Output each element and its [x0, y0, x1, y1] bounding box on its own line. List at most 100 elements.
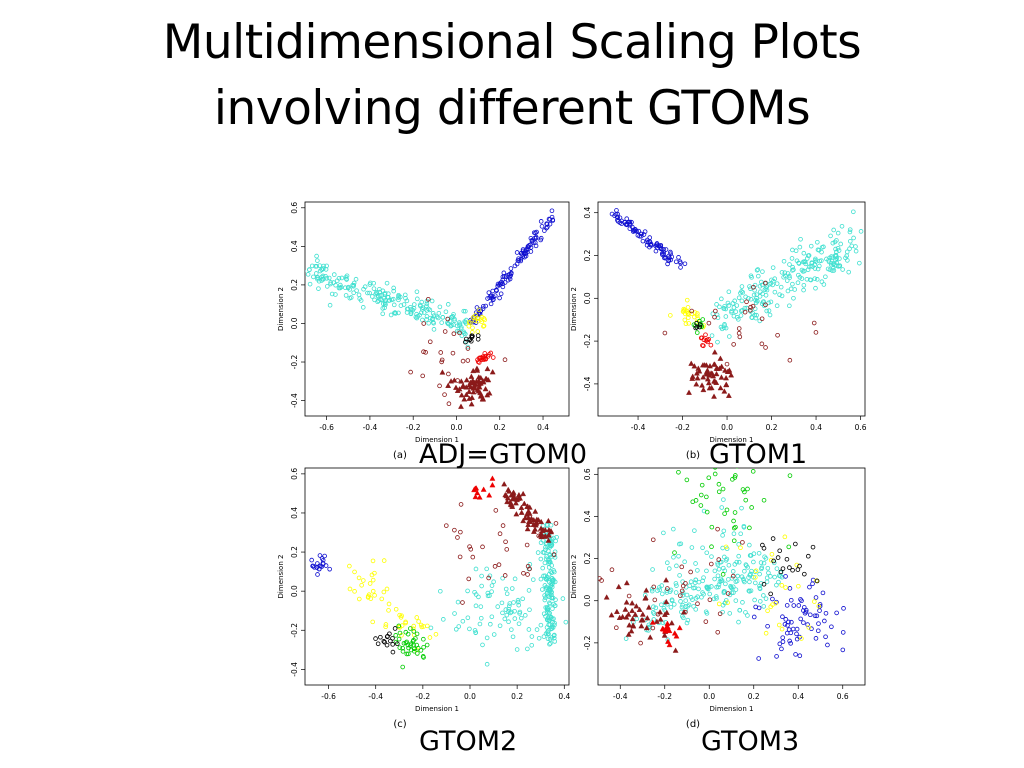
x-axis-label: Dimension 1 — [415, 436, 459, 444]
data-point-triangle — [711, 378, 718, 384]
data-point-circle — [426, 320, 431, 326]
data-point-triangle — [504, 498, 511, 505]
data-point-circle — [801, 250, 807, 256]
data-point-circle — [424, 301, 430, 307]
data-point-circle — [410, 626, 416, 632]
data-point-circle — [500, 523, 506, 528]
data-point-circle — [535, 550, 541, 555]
data-point-circle — [514, 647, 520, 652]
data-point-circle — [725, 300, 731, 306]
data-point-circle — [497, 623, 503, 629]
data-point-triangle — [653, 618, 660, 624]
data-point-circle — [410, 307, 416, 313]
data-point-circle — [390, 642, 396, 647]
data-point-circle — [489, 583, 495, 588]
data-point-circle — [466, 576, 472, 582]
data-point-circle — [488, 301, 494, 307]
data-point-circle — [634, 228, 639, 234]
data-point-circle — [661, 605, 667, 611]
data-point-circle — [615, 215, 621, 221]
data-point-circle — [375, 641, 381, 647]
data-point-triangle — [474, 489, 481, 496]
data-point-circle — [399, 613, 404, 619]
data-point-circle — [393, 633, 399, 638]
data-point-circle — [374, 291, 380, 296]
data-point-circle — [823, 274, 828, 280]
data-point-circle — [370, 558, 376, 564]
points-layer — [309, 475, 569, 670]
data-point-triangle — [711, 393, 717, 399]
data-point-circle — [540, 587, 545, 592]
data-point-circle — [369, 572, 375, 578]
data-point-circle — [502, 616, 508, 622]
data-point-circle — [757, 283, 763, 289]
data-point-circle — [382, 292, 388, 297]
data-point-circle — [404, 651, 410, 657]
data-point-circle — [773, 600, 779, 606]
data-point-triangle — [453, 384, 459, 390]
data-point-circle — [372, 593, 377, 598]
data-point-circle — [485, 296, 490, 301]
data-point-circle — [707, 597, 713, 603]
data-point-circle — [391, 302, 397, 308]
data-point-circle — [339, 275, 345, 281]
data-point-circle — [787, 638, 792, 644]
data-point-circle — [776, 622, 782, 628]
data-point-circle — [805, 267, 811, 272]
data-point-circle — [503, 539, 508, 545]
data-point-triangle — [688, 360, 695, 366]
data-point-circle — [801, 620, 806, 625]
data-point-circle — [508, 266, 514, 271]
data-point-circle — [809, 626, 814, 632]
y-tick-label: 0.2 — [290, 546, 299, 558]
data-point-circle — [405, 631, 411, 637]
y-tick-label: 0.6 — [290, 202, 299, 214]
data-point-circle — [714, 596, 719, 601]
data-point-circle — [401, 640, 407, 646]
data-point-circle — [433, 631, 439, 637]
data-point-circle — [648, 241, 654, 247]
data-point-circle — [352, 569, 357, 575]
data-point-circle — [612, 213, 617, 219]
data-point-circle — [383, 624, 388, 630]
data-point-circle — [552, 622, 557, 628]
data-point-circle — [475, 316, 481, 321]
data-point-circle — [331, 272, 337, 277]
data-point-circle — [690, 597, 695, 602]
data-point-circle — [661, 255, 667, 261]
data-point-circle — [784, 278, 790, 283]
data-point-circle — [759, 279, 764, 285]
data-point-triangle — [704, 376, 711, 382]
data-point-circle — [666, 566, 672, 571]
data-point-circle — [691, 604, 696, 609]
data-point-circle — [813, 636, 819, 641]
data-point-circle — [677, 573, 682, 578]
data-point-circle — [736, 553, 741, 559]
data-point-circle — [819, 249, 824, 255]
data-point-circle — [723, 598, 729, 603]
data-point-circle — [359, 583, 364, 588]
data-point-circle — [324, 284, 330, 289]
data-point-circle — [688, 595, 694, 600]
data-point-circle — [742, 309, 748, 315]
data-point-circle — [699, 594, 704, 600]
data-point-triangle — [480, 379, 487, 385]
data-point-circle — [408, 626, 413, 631]
data-point-circle — [412, 648, 417, 654]
data-point-circle — [417, 312, 422, 318]
x-tick-label: 0.4 — [792, 692, 804, 701]
mds-plot-c: -0.6 -0.4 -0.2 0.0 0.2 0.4 -0.4 -0.2 0.0 0.2 0.4 0.… — [277, 467, 570, 730]
data-point-triangle — [623, 614, 630, 620]
data-point-circle — [763, 280, 768, 286]
data-point-triangle — [525, 508, 532, 514]
data-point-circle — [722, 511, 727, 516]
data-point-triangle — [622, 606, 629, 612]
data-point-circle — [751, 574, 756, 580]
data-point-circle — [316, 286, 321, 291]
data-point-circle — [838, 241, 844, 247]
data-point-circle — [737, 334, 743, 340]
data-point-circle — [509, 627, 514, 632]
data-point-circle — [703, 609, 709, 615]
data-point-circle — [719, 505, 725, 510]
data-point-circle — [337, 285, 343, 291]
